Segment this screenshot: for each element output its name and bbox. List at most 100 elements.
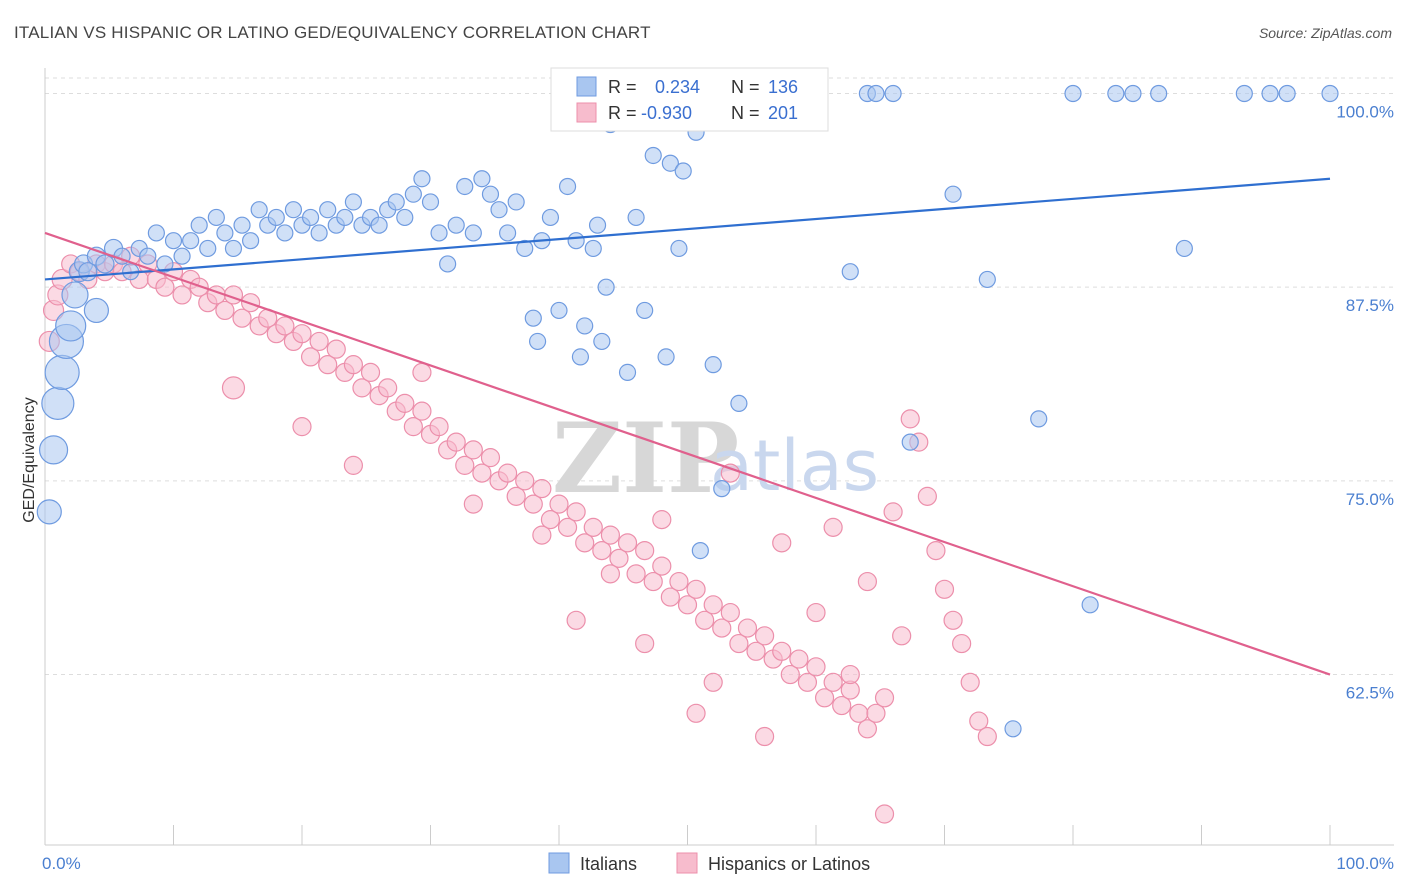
hispanics-point bbox=[395, 393, 415, 413]
hispanics-point bbox=[635, 633, 655, 654]
watermark-zip: ZIP bbox=[552, 402, 739, 515]
italians-point bbox=[224, 239, 243, 258]
hispanics-point bbox=[952, 633, 972, 654]
hispanics-point bbox=[292, 324, 312, 344]
italians-point bbox=[95, 254, 115, 274]
italians-point bbox=[1064, 84, 1082, 103]
italians-point bbox=[1124, 84, 1142, 103]
italians-point bbox=[1107, 84, 1125, 103]
hispanics-point bbox=[969, 711, 989, 731]
hispanics-point bbox=[686, 579, 706, 599]
italians-point bbox=[396, 208, 414, 227]
hispanics-point bbox=[695, 610, 715, 630]
hispanics-point bbox=[660, 587, 680, 607]
italians-point bbox=[36, 499, 62, 525]
hispanics-swatch bbox=[576, 102, 597, 123]
hispanics-point bbox=[515, 471, 535, 491]
italians-point bbox=[370, 216, 388, 234]
italians-point bbox=[1235, 84, 1253, 103]
hispanics-point bbox=[215, 300, 235, 321]
italians-point bbox=[319, 201, 337, 219]
italians-point bbox=[473, 170, 491, 188]
hispanics-point bbox=[275, 316, 295, 336]
italians-point bbox=[499, 224, 517, 242]
italians-point bbox=[83, 297, 110, 324]
hispanics-point bbox=[360, 362, 381, 383]
hispanics-point bbox=[609, 548, 629, 568]
italians-point bbox=[1030, 410, 1048, 428]
italians-point bbox=[507, 193, 525, 211]
hispanics-point bbox=[772, 533, 792, 553]
hispanics-point bbox=[343, 355, 363, 375]
stats-legend-box bbox=[550, 67, 829, 132]
italians-point bbox=[1004, 720, 1022, 738]
italians-point bbox=[301, 208, 320, 227]
italians-point bbox=[670, 239, 688, 258]
watermark: ZIP atlas bbox=[552, 402, 879, 515]
italians-point bbox=[576, 317, 594, 335]
italians-point bbox=[661, 154, 679, 172]
hispanics-point bbox=[720, 463, 740, 483]
hispanics-n-label: N = bbox=[731, 103, 760, 123]
italians-point bbox=[447, 216, 465, 234]
legend-hispanics-swatch bbox=[676, 852, 698, 874]
italians-point bbox=[944, 185, 962, 203]
hispanics-point bbox=[669, 571, 689, 592]
bottom-legend: Italians Hispanics or Latinos bbox=[548, 852, 870, 874]
italians-point bbox=[1321, 84, 1339, 103]
hispanics-point bbox=[221, 376, 246, 400]
italians-point bbox=[156, 255, 174, 273]
hispanics-point bbox=[737, 618, 758, 638]
y-axis-label: GED/Equivalency bbox=[21, 397, 38, 522]
hispanics-point bbox=[806, 602, 826, 623]
hispanics-point bbox=[729, 633, 749, 654]
italians-point bbox=[456, 177, 474, 196]
italians-point bbox=[310, 224, 328, 242]
italians-point bbox=[404, 185, 422, 203]
hispanics-point bbox=[506, 486, 526, 506]
hispanics-point bbox=[352, 378, 372, 398]
hispanics-point bbox=[840, 664, 860, 685]
italians-point bbox=[1278, 84, 1296, 103]
y-tick-label: 100.0% bbox=[1336, 102, 1394, 121]
hispanics-point bbox=[857, 571, 878, 592]
hispanics-point bbox=[652, 510, 672, 530]
hispanics-point bbox=[823, 672, 843, 692]
hispanics-point bbox=[600, 525, 621, 545]
hispanics-r-label: R = bbox=[608, 103, 637, 123]
series-hispanics-or-latinos bbox=[38, 246, 997, 824]
hispanics-point bbox=[318, 355, 338, 375]
hispanics-point bbox=[189, 277, 209, 297]
hispanics-point bbox=[686, 703, 706, 723]
italians-trend-line bbox=[44, 177, 1331, 281]
hispanics-point bbox=[429, 417, 449, 437]
italians-point bbox=[61, 281, 89, 309]
hispanics-point bbox=[917, 486, 937, 506]
trend-lines bbox=[44, 177, 1331, 676]
italians-point bbox=[730, 394, 748, 412]
hispanics-point bbox=[617, 533, 638, 553]
hispanics-point bbox=[900, 409, 920, 429]
hispanics-point bbox=[960, 672, 980, 692]
hispanics-point bbox=[378, 378, 398, 398]
italians-point bbox=[421, 193, 440, 211]
italians-point bbox=[44, 354, 80, 391]
hispanics-point bbox=[300, 347, 321, 367]
hispanics-point bbox=[232, 308, 252, 328]
italians-point bbox=[691, 541, 709, 560]
hispanics-r-value: -0.930 bbox=[641, 103, 692, 123]
italians-point bbox=[387, 193, 405, 211]
italians-point bbox=[584, 239, 602, 258]
italians-point bbox=[618, 363, 637, 382]
hispanics-point bbox=[823, 517, 843, 537]
hispanics-point bbox=[780, 664, 800, 685]
y-tick-label: 62.5% bbox=[1346, 684, 1394, 703]
hispanics-point bbox=[712, 618, 732, 638]
hispanics-point bbox=[600, 564, 621, 584]
hispanics-point bbox=[309, 331, 329, 352]
italians-point bbox=[430, 224, 448, 242]
italians-point bbox=[978, 270, 996, 289]
hispanics-point bbox=[557, 517, 578, 537]
italians-point bbox=[336, 208, 354, 227]
